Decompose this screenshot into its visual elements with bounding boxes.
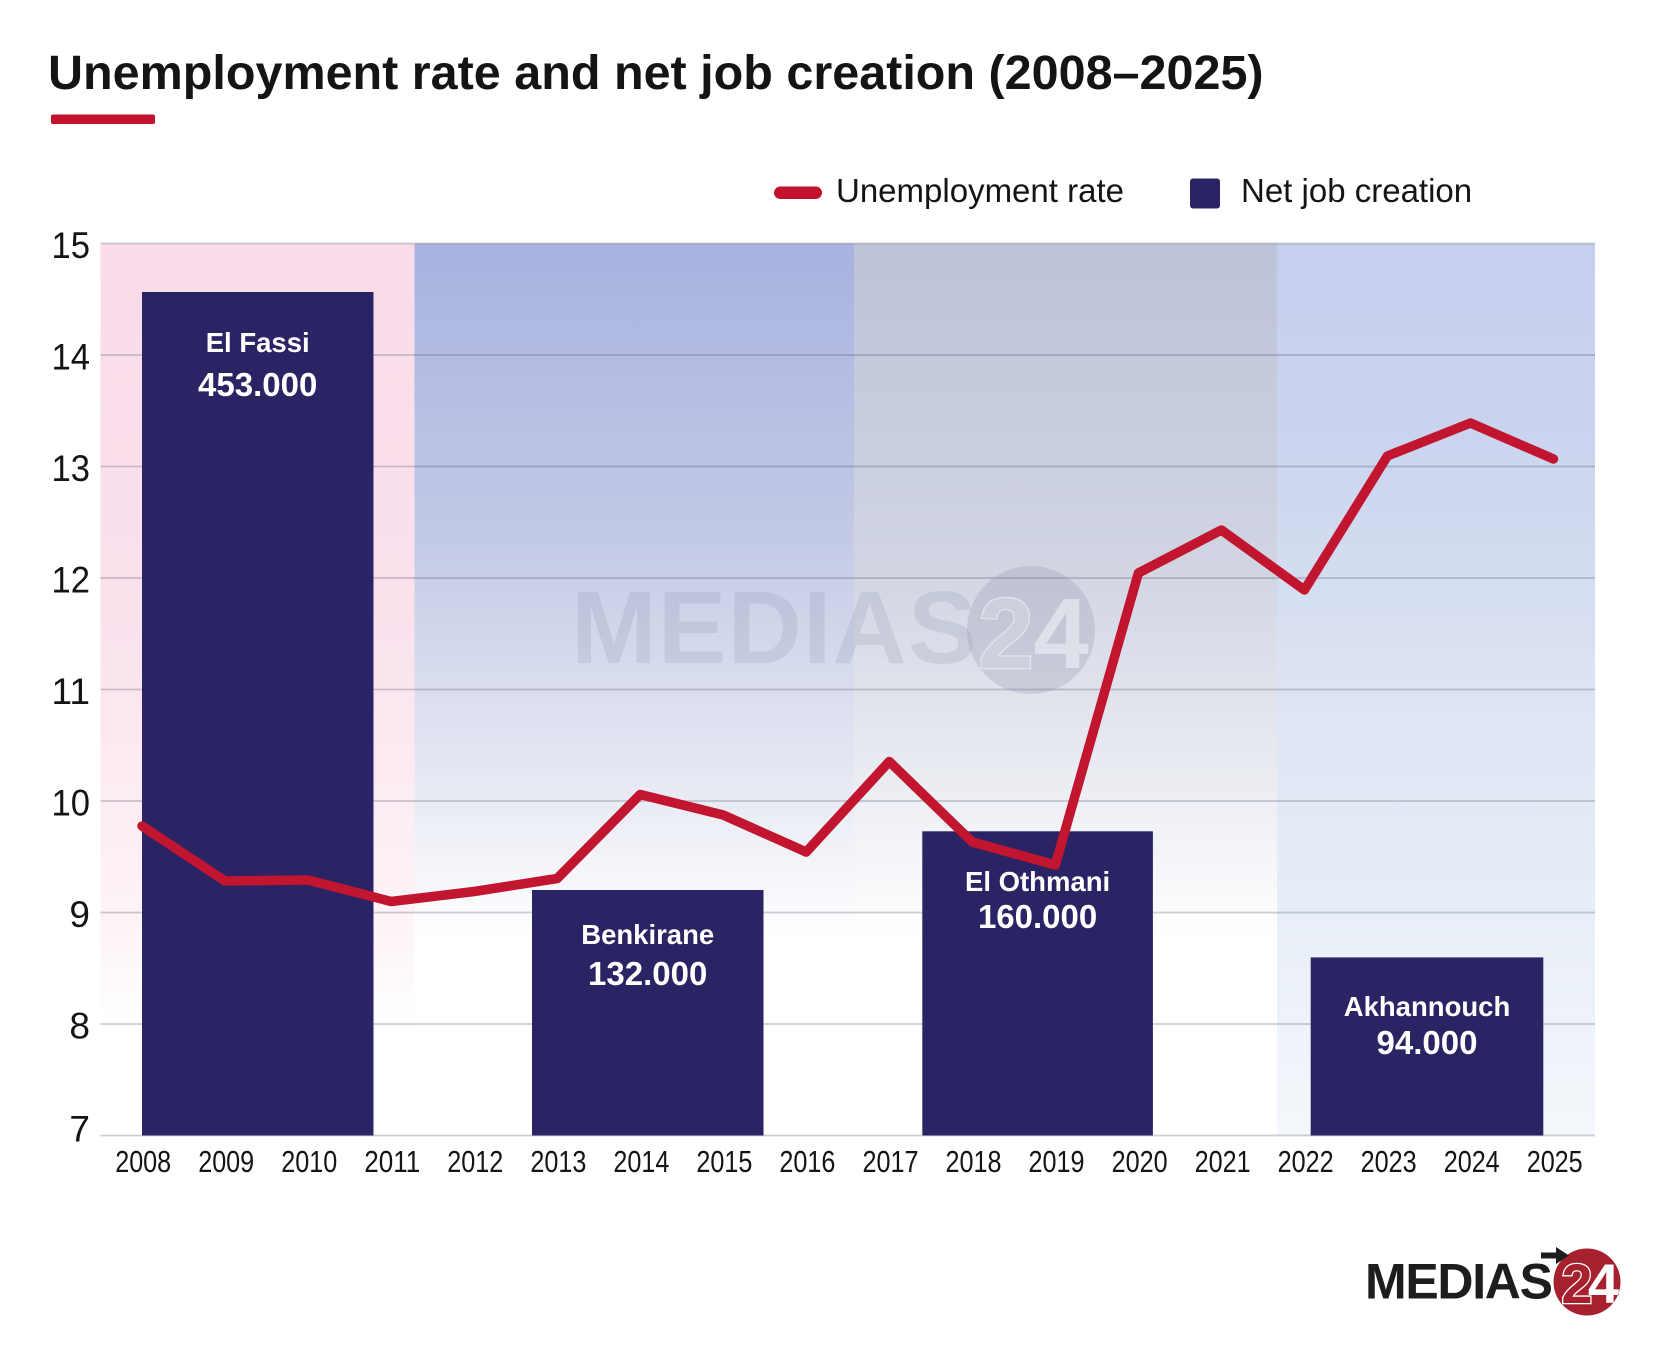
svg-text:Akhannouch: Akhannouch bbox=[1344, 991, 1511, 1022]
svg-text:453.000: 453.000 bbox=[198, 366, 317, 403]
svg-text:2008: 2008 bbox=[115, 1144, 171, 1179]
svg-text:15: 15 bbox=[52, 225, 91, 266]
svg-text:Unemployment rate: Unemployment rate bbox=[836, 172, 1124, 209]
svg-text:7: 7 bbox=[69, 1109, 90, 1150]
svg-text:2009: 2009 bbox=[198, 1144, 254, 1179]
svg-text:132.000: 132.000 bbox=[588, 955, 707, 992]
svg-text:Net job creation: Net job creation bbox=[1241, 172, 1472, 209]
svg-text:11: 11 bbox=[52, 671, 91, 712]
svg-text:MEDIAS: MEDIAS bbox=[1365, 1254, 1552, 1310]
svg-text:2021: 2021 bbox=[1195, 1144, 1251, 1179]
svg-text:9: 9 bbox=[69, 894, 90, 935]
svg-text:12: 12 bbox=[52, 560, 91, 601]
svg-text:2014: 2014 bbox=[613, 1144, 669, 1179]
svg-text:Benkirane: Benkirane bbox=[581, 919, 714, 950]
svg-text:MEDIAS: MEDIAS bbox=[571, 570, 978, 685]
svg-text:4: 4 bbox=[1588, 1252, 1619, 1315]
svg-text:94.000: 94.000 bbox=[1377, 1024, 1478, 1061]
svg-text:2012: 2012 bbox=[447, 1144, 503, 1179]
svg-text:2023: 2023 bbox=[1361, 1144, 1417, 1179]
svg-text:2: 2 bbox=[1561, 1252, 1592, 1315]
svg-text:8: 8 bbox=[69, 1006, 90, 1047]
svg-text:160.000: 160.000 bbox=[978, 898, 1097, 935]
svg-text:2025: 2025 bbox=[1527, 1144, 1583, 1179]
svg-text:2017: 2017 bbox=[863, 1144, 919, 1179]
svg-text:2019: 2019 bbox=[1029, 1144, 1085, 1179]
svg-text:10: 10 bbox=[52, 783, 91, 824]
svg-text:14: 14 bbox=[52, 337, 91, 378]
svg-text:2013: 2013 bbox=[530, 1144, 586, 1179]
svg-text:2016: 2016 bbox=[779, 1144, 835, 1179]
svg-text:4: 4 bbox=[1033, 578, 1089, 690]
svg-text:2010: 2010 bbox=[281, 1144, 337, 1179]
svg-text:2: 2 bbox=[978, 578, 1034, 690]
svg-text:El Fassi: El Fassi bbox=[206, 327, 310, 358]
svg-text:2011: 2011 bbox=[364, 1144, 420, 1179]
svg-text:El Othmani: El Othmani bbox=[965, 866, 1110, 897]
svg-text:2018: 2018 bbox=[946, 1144, 1002, 1179]
svg-text:2020: 2020 bbox=[1112, 1144, 1168, 1179]
svg-text:2022: 2022 bbox=[1278, 1144, 1334, 1179]
svg-text:2015: 2015 bbox=[696, 1144, 752, 1179]
svg-text:Unemployment rate and net job: Unemployment rate and net job creation (… bbox=[48, 46, 1264, 100]
svg-text:13: 13 bbox=[52, 448, 91, 489]
svg-text:2024: 2024 bbox=[1444, 1144, 1500, 1179]
